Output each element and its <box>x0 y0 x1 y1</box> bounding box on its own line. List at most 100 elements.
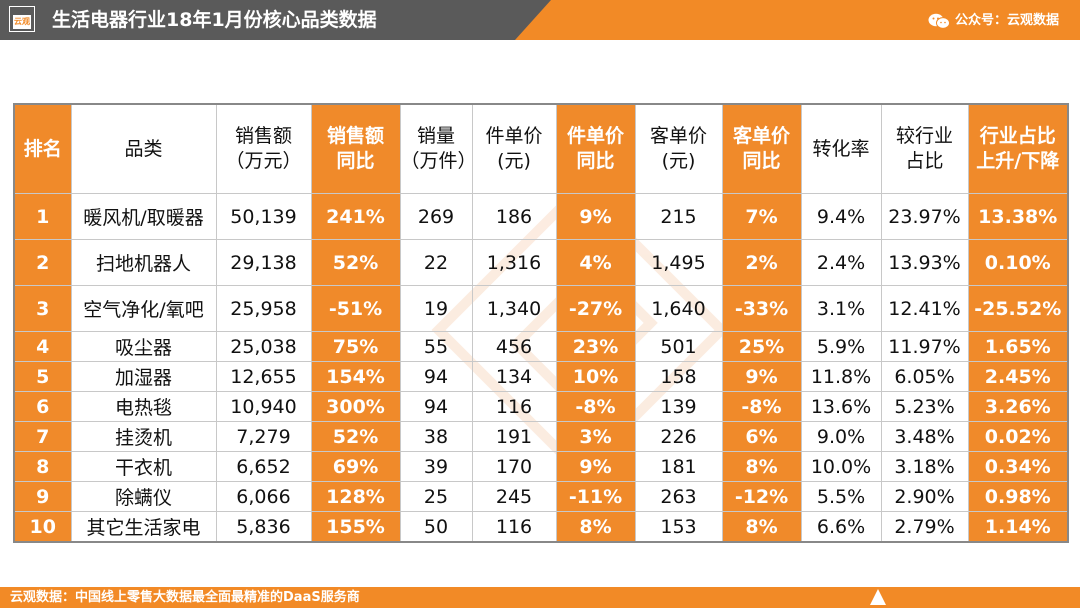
cell-unit-price: 116 <box>471 391 557 422</box>
cell-conversion: 9.0% <box>800 421 882 452</box>
header-line: 行业占比 <box>979 125 1056 147</box>
cell-share-change: 3.26% <box>967 391 1069 422</box>
header-sales-yoy: 销售额 同比 <box>310 103 401 194</box>
header-rank: 排名 <box>13 103 72 194</box>
cell-order-price-yoy: 9% <box>721 361 802 392</box>
header-line: (元) <box>497 150 531 172</box>
cell-category: 暖风机/取暖器 <box>70 193 217 240</box>
cell-category: 其它生活家电 <box>70 511 217 543</box>
header-line: 销售额 <box>234 125 292 147</box>
cell-sales: 29,138 <box>215 239 312 286</box>
cell-order-price-yoy: 8% <box>721 451 802 482</box>
header-share: 较行业 占比 <box>880 103 969 194</box>
cell-sales-yoy: 128% <box>310 481 401 512</box>
cell-sales: 6,066 <box>215 481 312 512</box>
header-line: (元) <box>661 150 696 172</box>
cell-category: 空气净化/氧吧 <box>70 285 217 332</box>
header-unit-price: 件单价 (元) <box>471 103 557 194</box>
header-accent <box>515 0 1080 40</box>
header-line: 销量 <box>416 125 455 147</box>
cell-unit-price: 116 <box>471 511 557 543</box>
cell-conversion: 3.1% <box>800 285 882 332</box>
cell-unit-price-yoy: 4% <box>555 239 636 286</box>
cell-volume: 50 <box>399 511 473 543</box>
header-line: 同比 <box>742 150 781 172</box>
data-table-wrapper: 排名 品类 销售额 （万元） 销售额 同比 销量 （万件） 件单价 (元) 件单价 同比 客单价 (元) 客… <box>13 103 1069 543</box>
cell-share-change: 1.14% <box>967 511 1069 543</box>
cell-category: 除螨仪 <box>70 481 217 512</box>
cell-share: 2.90% <box>880 481 969 512</box>
header-line: 客单价 <box>732 125 790 147</box>
cell-share: 11.97% <box>880 331 969 362</box>
header-line: （万件） <box>400 150 472 172</box>
header-line: 销售额 <box>326 125 384 147</box>
official-account: 公众号：云观数据 <box>955 13 1060 28</box>
cell-sales: 25,958 <box>215 285 312 332</box>
footer-text: 云观数据：中国线上零售大数据最全面最精准的DaaS服务商 <box>10 590 360 605</box>
cell-share-change: 1.65% <box>967 331 1069 362</box>
cell-conversion: 5.9% <box>800 331 882 362</box>
cell-conversion: 5.5% <box>800 481 882 512</box>
header-unit-price-yoy: 件单价 同比 <box>555 103 636 194</box>
header-order-price: 客单价 (元) <box>634 103 723 194</box>
header-line: （万元） <box>225 150 302 172</box>
header-line: 品类 <box>124 137 163 160</box>
cell-order-price: 153 <box>634 511 723 543</box>
cell-rank: 7 <box>13 421 72 452</box>
header-line: 件单价 <box>485 125 543 147</box>
cell-unit-price: 245 <box>471 481 557 512</box>
cell-category: 干衣机 <box>70 451 217 482</box>
cell-order-price: 263 <box>634 481 723 512</box>
table-row: 5 加湿器 12,655 154% 94 134 10% 158 9% 11.8% 6.05% 2.4… <box>13 361 1069 392</box>
cell-order-price-yoy: -33% <box>721 285 802 332</box>
cell-share: 2.79% <box>880 511 969 543</box>
header-line: 同比 <box>336 150 375 172</box>
cell-share-change: -25.52% <box>967 285 1069 332</box>
category-table: 排名 品类 销售额 （万元） 销售额 同比 销量 （万件） 件单价 (元) 件单价 同比 客单价 (元) 客… <box>13 103 1069 543</box>
cell-unit-price-yoy: 10% <box>555 361 636 392</box>
table-row: 3 空气净化/氧吧 25,958 -51% 19 1,340 -27% 1,640 -33% 3.… <box>13 285 1069 332</box>
cell-unit-price-yoy: -11% <box>555 481 636 512</box>
cell-share-change: 0.02% <box>967 421 1069 452</box>
cell-share: 3.48% <box>880 421 969 452</box>
cell-rank: 5 <box>13 361 72 392</box>
cell-category: 挂烫机 <box>70 421 217 452</box>
cell-conversion: 13.6% <box>800 391 882 422</box>
cell-order-price: 139 <box>634 391 723 422</box>
cell-order-price-yoy: -8% <box>721 391 802 422</box>
cell-rank: 9 <box>13 481 72 512</box>
cell-volume: 25 <box>399 481 473 512</box>
cell-volume: 269 <box>399 193 473 240</box>
cell-sales: 12,655 <box>215 361 312 392</box>
cell-unit-price: 186 <box>471 193 557 240</box>
cell-conversion: 10.0% <box>800 451 882 482</box>
cell-category: 加湿器 <box>70 361 217 392</box>
cell-rank: 8 <box>13 451 72 482</box>
cell-volume: 22 <box>399 239 473 286</box>
header-line: 同比 <box>576 150 615 172</box>
cell-share-change: 2.45% <box>967 361 1069 392</box>
cell-volume: 39 <box>399 451 473 482</box>
cell-category: 扫地机器人 <box>70 239 217 286</box>
header-line: 占比 <box>905 150 944 172</box>
cell-sales: 7,279 <box>215 421 312 452</box>
table-row: 8 干衣机 6,652 69% 39 170 9% 181 8% 10.0% 3.18% 0.34% <box>13 451 1069 482</box>
cell-sales: 25,038 <box>215 331 312 362</box>
cell-sales-yoy: -51% <box>310 285 401 332</box>
cell-unit-price: 1,316 <box>471 239 557 286</box>
cell-sales-yoy: 75% <box>310 331 401 362</box>
cell-unit-price-yoy: -8% <box>555 391 636 422</box>
cell-conversion: 6.6% <box>800 511 882 543</box>
cell-rank: 2 <box>13 239 72 286</box>
cell-sales-yoy: 52% <box>310 421 401 452</box>
cell-category: 吸尘器 <box>70 331 217 362</box>
cell-unit-price: 191 <box>471 421 557 452</box>
header-category: 品类 <box>70 103 217 194</box>
cell-order-price: 215 <box>634 193 723 240</box>
cell-share: 3.18% <box>880 451 969 482</box>
cell-rank: 6 <box>13 391 72 422</box>
header-sales: 销售额 （万元） <box>215 103 312 194</box>
cell-unit-price-yoy: 9% <box>555 193 636 240</box>
table-row: 7 挂烫机 7,279 52% 38 191 3% 226 6% 9.0% 3.48% 0.02% <box>13 421 1069 452</box>
cell-order-price: 501 <box>634 331 723 362</box>
